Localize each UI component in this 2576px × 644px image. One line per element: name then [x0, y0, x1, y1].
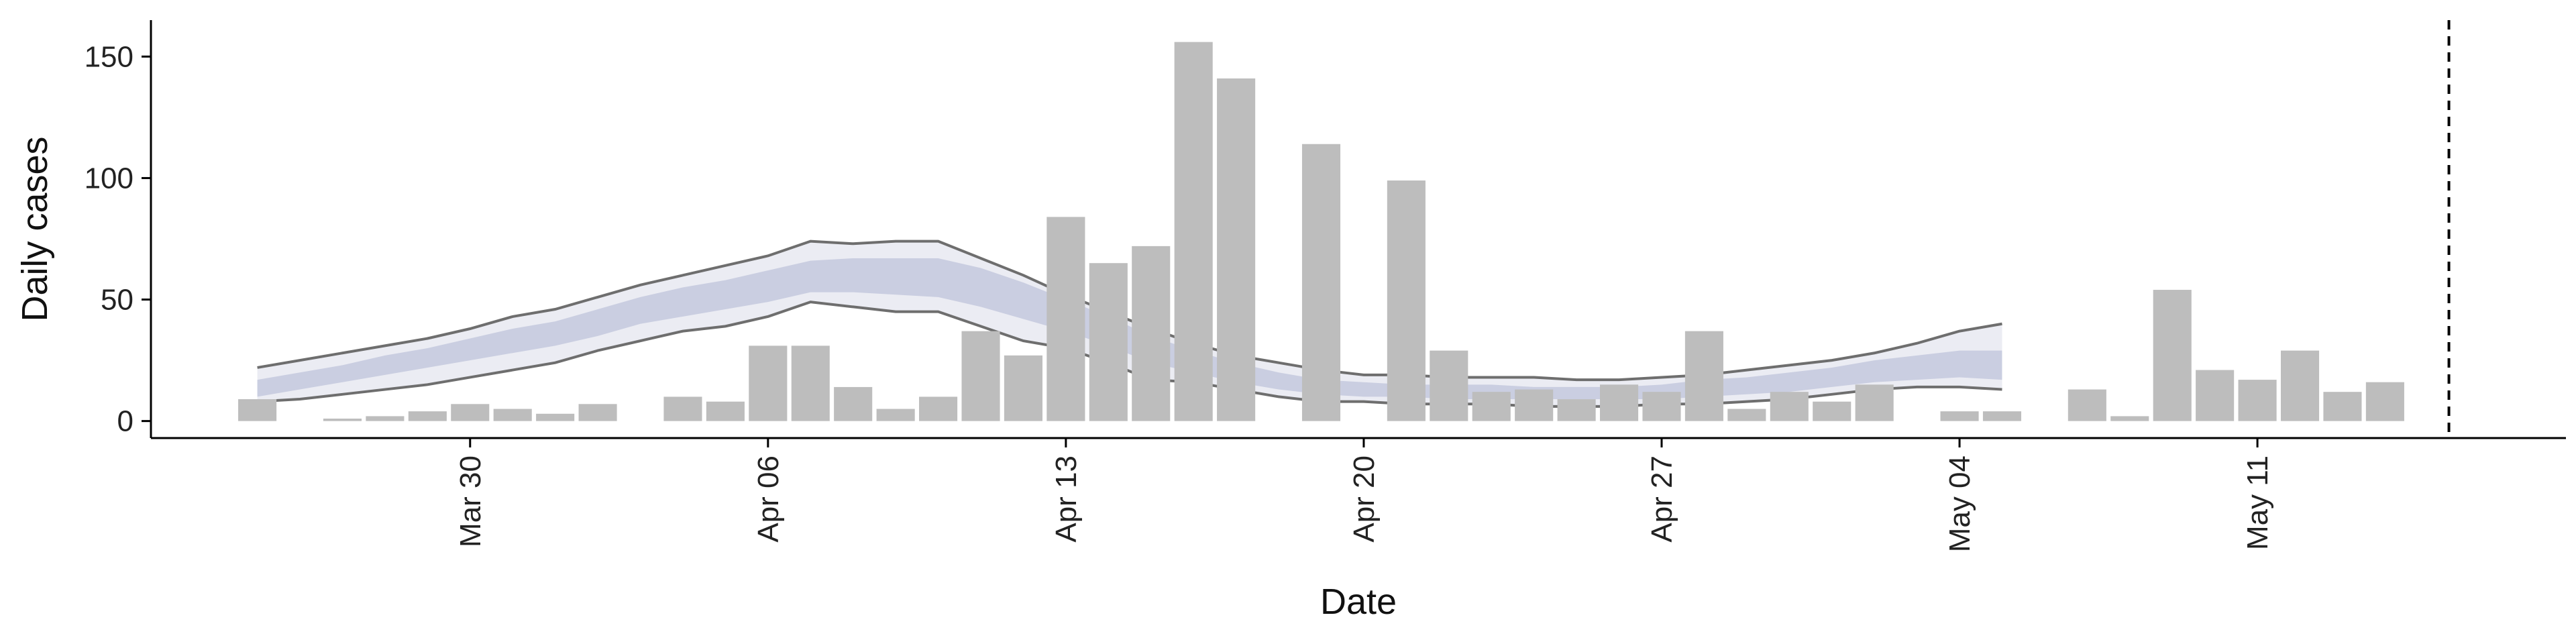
y-ticks: 0 50 100 150 — [85, 40, 151, 438]
bar — [834, 386, 873, 421]
x-tick-label: Apr 27 — [1646, 455, 1678, 543]
bar — [1940, 411, 1979, 421]
x-tick-label: May 04 — [1943, 455, 1976, 552]
bar — [2110, 416, 2149, 421]
x-tick-label: Apr 13 — [1050, 455, 1083, 543]
bar — [366, 416, 405, 421]
bar — [1089, 263, 1128, 421]
ci-90-band — [257, 241, 2002, 407]
bar — [2323, 392, 2362, 421]
x-ticks: Mar 30 Apr 06 Apr 13 Apr 20 Apr 27 May 04 May … — [454, 438, 2274, 552]
bar — [1217, 78, 1256, 421]
y-tick-label: 50 — [101, 284, 133, 317]
x-tick-label: Mar 30 — [454, 455, 487, 547]
x-tick-label: May 11 — [2241, 455, 2274, 550]
bar — [323, 419, 362, 421]
bar — [961, 331, 1000, 421]
axes — [150, 20, 2566, 439]
y-tick-label: 150 — [85, 40, 133, 73]
bar — [578, 404, 617, 421]
y-tick-label: 0 — [117, 405, 133, 438]
x-tick-label: Apr 20 — [1348, 455, 1381, 543]
bar — [1132, 246, 1171, 421]
bar — [1515, 389, 1554, 421]
bar — [1770, 392, 1809, 421]
bar — [1430, 350, 1468, 421]
bar — [1642, 392, 1681, 421]
bar — [493, 409, 532, 421]
bar — [2196, 370, 2235, 421]
bar — [1174, 42, 1213, 421]
bar — [2280, 350, 2320, 421]
y-tick-label: 100 — [85, 162, 133, 195]
bar — [749, 345, 788, 421]
y-axis-title: Daily cases — [15, 136, 55, 321]
bar — [1855, 384, 1894, 421]
bar — [1387, 180, 1426, 421]
bar — [536, 413, 575, 421]
bar — [2238, 380, 2277, 421]
bar — [919, 396, 958, 421]
bar — [1727, 409, 1766, 421]
bar — [451, 404, 490, 421]
bar — [2365, 382, 2404, 421]
bar — [1472, 392, 1511, 421]
bar — [706, 401, 745, 421]
bar — [663, 396, 702, 421]
bar — [2068, 389, 2106, 421]
bar — [1813, 401, 1851, 421]
bar — [238, 399, 277, 421]
bar-series — [238, 42, 2404, 421]
bar — [1301, 144, 1341, 421]
bar — [2153, 290, 2192, 421]
x-axis-title: Date — [1320, 582, 1397, 622]
bar — [1557, 399, 1596, 421]
bar — [876, 409, 915, 421]
bar — [1684, 331, 1723, 421]
ci-50-band — [257, 258, 2002, 400]
bar — [791, 345, 830, 421]
estimate-bands — [257, 239, 2002, 408]
bar — [1600, 384, 1639, 421]
bar — [1004, 355, 1042, 421]
bar — [1046, 217, 1085, 421]
bar — [1982, 411, 2022, 421]
bar — [408, 411, 447, 421]
x-tick-label: Apr 06 — [752, 455, 785, 543]
